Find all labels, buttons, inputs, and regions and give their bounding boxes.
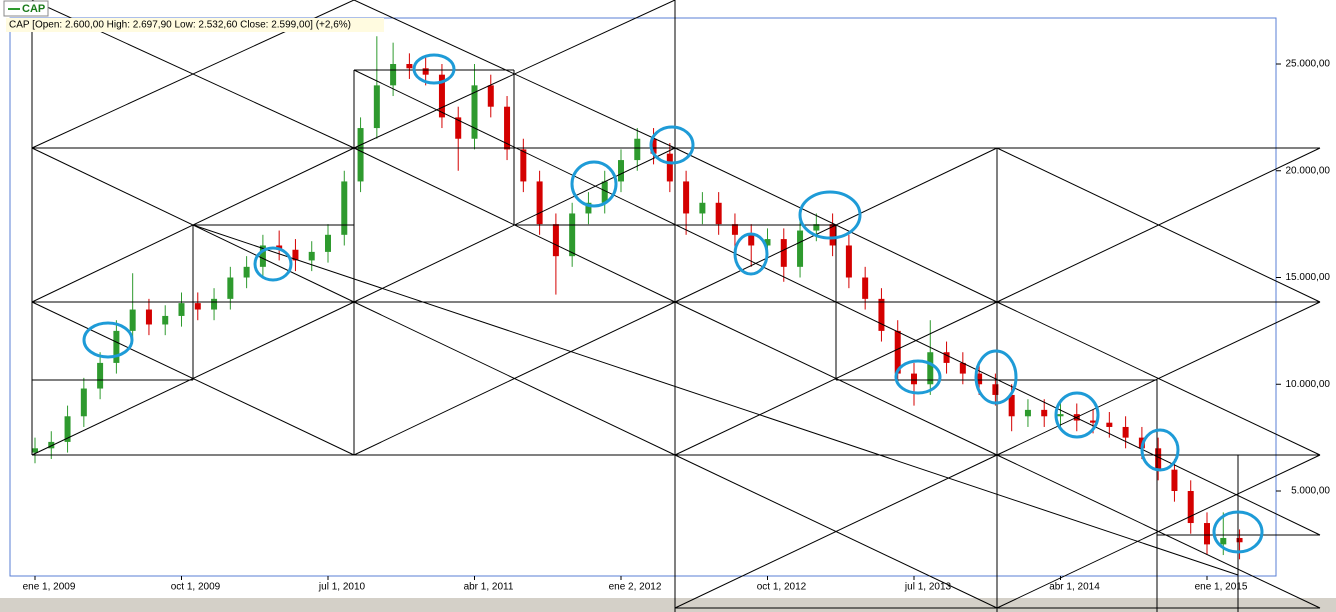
candle-body xyxy=(699,202,706,214)
candle-body xyxy=(341,181,348,235)
candle-body xyxy=(927,352,934,385)
candle-body xyxy=(1187,491,1194,524)
candle-body xyxy=(406,64,413,69)
candle-body xyxy=(666,153,673,182)
candle-body xyxy=(1204,523,1210,545)
candle-body xyxy=(585,202,592,214)
candle-body xyxy=(64,416,71,442)
candle-body xyxy=(390,64,397,86)
candle-body xyxy=(569,213,576,257)
gann-lines xyxy=(31,0,1321,612)
candle-body xyxy=(634,138,641,161)
candle-body xyxy=(1106,422,1113,427)
candle-body xyxy=(373,85,380,129)
candle-body xyxy=(243,266,250,278)
candle-body xyxy=(178,303,185,316)
x-tick-label: oct 1, 2012 xyxy=(757,582,807,593)
y-tick-label: 15.000,00 xyxy=(1286,272,1331,283)
status-bar xyxy=(0,598,1336,612)
candle-body xyxy=(97,362,104,389)
candle-body xyxy=(80,388,87,417)
candle-body xyxy=(504,106,511,150)
candle-body xyxy=(1008,394,1015,417)
legend-box xyxy=(3,0,49,17)
chart-subtitle: CAP [Open: 2.600,00 High: 2.697,90 Low: … xyxy=(9,20,351,31)
candle-body xyxy=(520,149,527,182)
candle-body xyxy=(894,330,901,374)
candle-body xyxy=(813,224,820,231)
candle-body xyxy=(780,239,787,267)
candle-body xyxy=(731,224,738,235)
candle-body xyxy=(1122,426,1129,438)
candle-body xyxy=(1155,448,1162,470)
x-tick-label: abr 1, 2014 xyxy=(1049,582,1100,593)
candle-body xyxy=(552,224,559,257)
candle-body xyxy=(211,298,218,310)
candle-body xyxy=(325,234,331,252)
candle-body xyxy=(487,85,494,107)
candle-body xyxy=(911,373,917,385)
candle-body xyxy=(845,245,852,278)
candle-body xyxy=(1236,537,1243,543)
candle-body xyxy=(1171,469,1178,492)
x-tick-label: abr 1, 2011 xyxy=(464,582,514,593)
x-tick-label: ene 1, 2015 xyxy=(1195,582,1248,593)
y-tick-label: 25.000,00 xyxy=(1286,59,1331,70)
candle-body xyxy=(471,85,478,139)
candle-body xyxy=(959,362,966,374)
candle-body xyxy=(618,160,624,182)
x-tick-label: jul 1, 2010 xyxy=(318,582,366,593)
candle-body xyxy=(1057,414,1064,417)
candle-body xyxy=(162,315,169,325)
candle-body xyxy=(715,202,722,225)
candle-body xyxy=(129,309,136,331)
candle-body xyxy=(194,303,201,310)
candle-body xyxy=(1220,537,1227,545)
candle-body xyxy=(438,74,445,118)
candle-body xyxy=(797,230,804,267)
candle-body xyxy=(1024,409,1031,417)
x-tick-label: ene 2, 2012 xyxy=(609,582,662,593)
x-tick-label: jul 1, 2013 xyxy=(904,582,952,593)
candle-body xyxy=(455,117,462,139)
candle-body xyxy=(764,239,771,246)
candle-body xyxy=(1090,420,1097,423)
chart-title: CAP xyxy=(22,3,45,15)
candle-body xyxy=(308,251,315,261)
candle-body xyxy=(422,68,429,75)
plot-area xyxy=(9,17,1277,577)
y-tick-label: 20.000,00 xyxy=(1286,165,1331,176)
candle-body xyxy=(683,181,690,214)
candle-body xyxy=(601,181,608,203)
y-tick-label: 5.000,00 xyxy=(1291,486,1330,497)
candle-body xyxy=(1041,409,1048,417)
x-tick-label: ene 1, 2009 xyxy=(23,582,76,593)
candle-body xyxy=(878,298,885,331)
candle-body xyxy=(829,224,836,246)
candle-body xyxy=(292,249,299,261)
candle-body xyxy=(259,245,266,267)
candle-body xyxy=(48,441,55,449)
candle-body xyxy=(357,128,364,182)
candle-body xyxy=(32,448,38,453)
highlight-circles xyxy=(82,53,1264,554)
candle-body xyxy=(943,352,950,363)
candle-body xyxy=(145,309,152,325)
info-box xyxy=(6,18,384,32)
candle-body xyxy=(113,330,120,363)
y-tick-label: 10.000,00 xyxy=(1286,379,1331,390)
candle-body xyxy=(748,234,755,246)
candle-body xyxy=(862,277,869,299)
candle-body xyxy=(536,181,543,225)
candle-body xyxy=(227,277,234,299)
candle-body xyxy=(992,384,999,395)
candle-body xyxy=(650,138,657,154)
x-tick-label: oct 1, 2009 xyxy=(171,582,221,593)
candle-body xyxy=(976,373,983,385)
